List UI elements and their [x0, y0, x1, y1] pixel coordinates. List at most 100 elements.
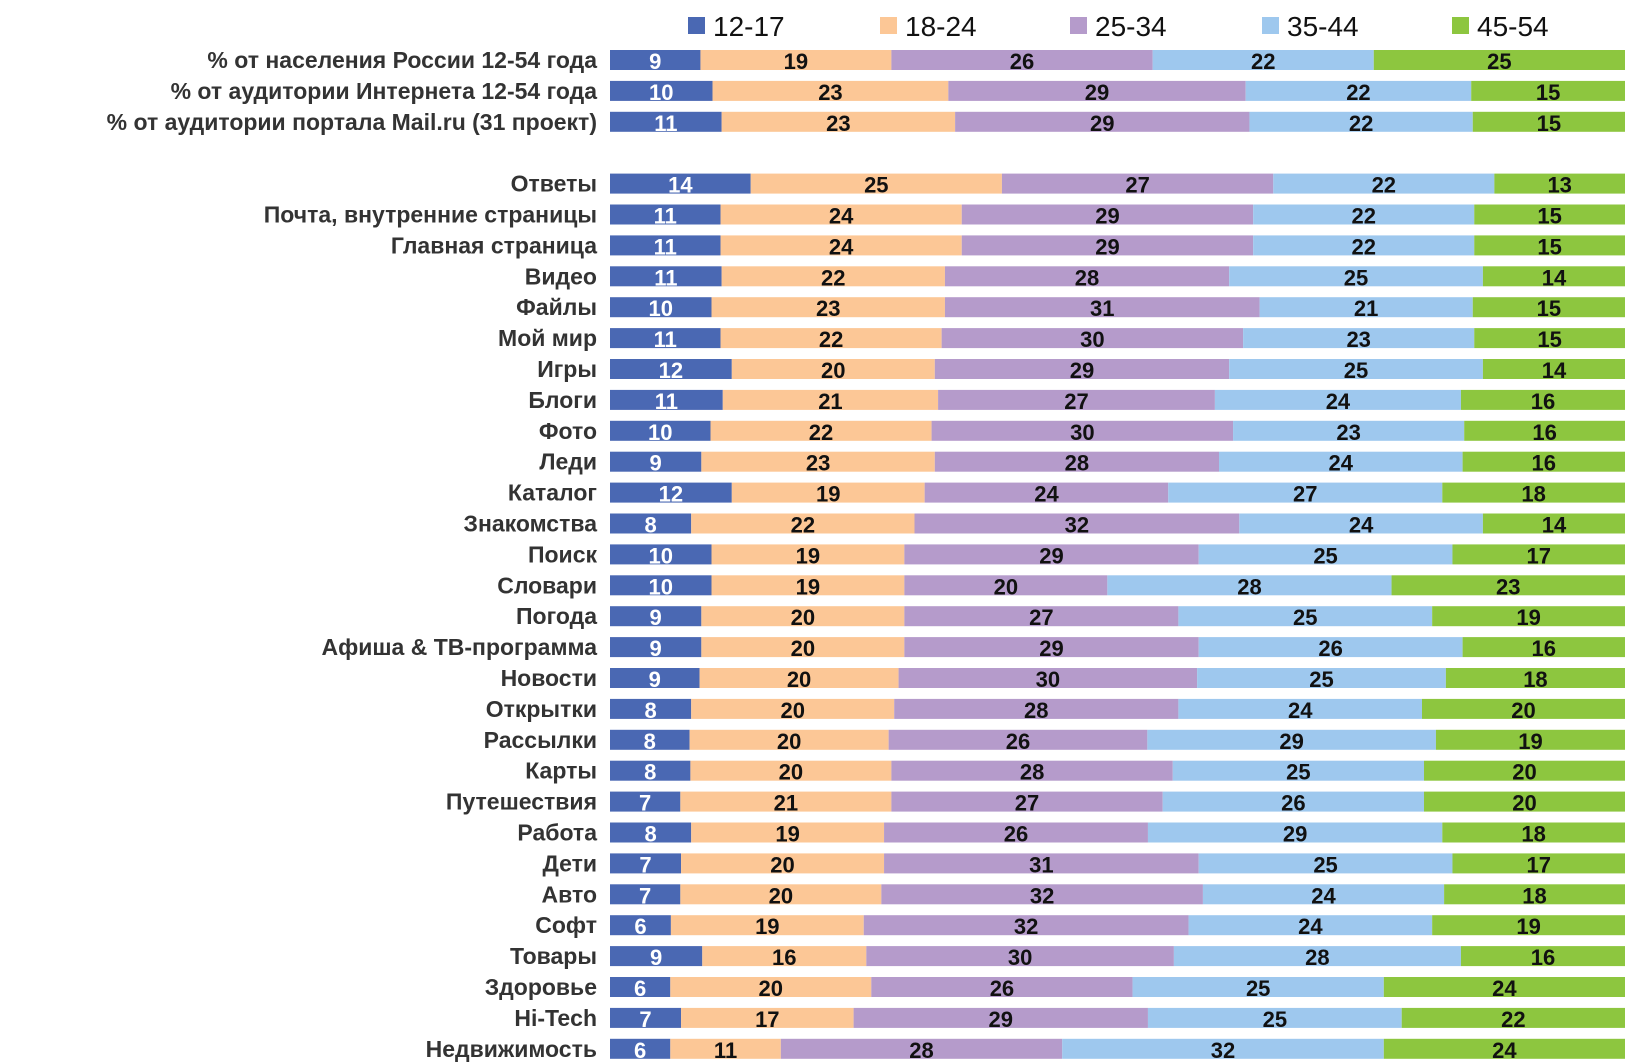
data-label-25-34: 29: [1095, 234, 1119, 259]
data-label-12-17: 8: [644, 698, 656, 723]
data-label-35-44: 26: [1318, 636, 1342, 661]
bar-segment-35-44: [1253, 235, 1475, 256]
legend-swatch-45-54: [1452, 17, 1469, 34]
data-label-25-34: 29: [1070, 358, 1094, 383]
category-label: % от аудитории Интернета 12-54 года: [171, 78, 598, 104]
data-label-25-34: 29: [1085, 80, 1109, 105]
data-label-18-24: 19: [796, 543, 820, 568]
bar-segment-25-34: [891, 760, 1173, 781]
data-label-12-17: 14: [668, 173, 693, 198]
bar-segment-25-34: [1001, 173, 1274, 194]
bar-segment-18-24: [690, 760, 892, 781]
bar-segment-45-54: [1444, 884, 1625, 905]
bar-segment-45-54: [1424, 760, 1625, 781]
bar-segment-35-44: [1178, 698, 1422, 719]
data-label-18-24: 21: [818, 389, 842, 414]
bar-row: 10 23 29 22 15: [610, 80, 1625, 105]
bar-segment-25-34: [955, 111, 1250, 132]
bar-segment-12-17: [610, 822, 692, 843]
bar-segment-18-24: [722, 389, 939, 410]
data-label-45-54: 18: [1521, 822, 1545, 847]
bar-segment-12-17: [610, 328, 721, 349]
bar-segment-45-54: [1482, 266, 1625, 287]
bar-row: 8 22 32 24 14: [610, 513, 1625, 538]
data-label-18-24: 20: [770, 852, 794, 877]
data-label-45-54: 20: [1512, 791, 1536, 816]
data-label-18-24: 20: [777, 729, 801, 754]
bar-row: 6 19 32 24 19: [610, 914, 1625, 939]
category-label: Знакомства: [464, 511, 598, 537]
bar-segment-35-44: [1188, 915, 1433, 936]
bar-segment-35-44: [1273, 173, 1495, 194]
bar-segment-35-44: [1229, 359, 1483, 379]
data-label-12-17: 6: [634, 1038, 646, 1063]
bar-segment-12-17: [610, 111, 722, 132]
bar-segment-45-54: [1474, 235, 1625, 256]
data-label-18-24: 23: [806, 451, 830, 476]
data-label-25-34: 29: [1095, 204, 1119, 229]
bar-row: 9 23 28 24 16: [610, 451, 1625, 476]
bar-row: 11 22 30 23 15: [610, 327, 1625, 352]
data-label-18-24: 22: [791, 513, 815, 538]
data-label-25-34: 28: [1065, 451, 1089, 476]
data-label-25-34: 28: [1020, 760, 1044, 785]
bar-segment-12-17: [610, 80, 713, 101]
data-label-35-44: 25: [1313, 852, 1337, 877]
bar-segment-18-24: [699, 668, 899, 688]
bar-segment-25-34: [894, 698, 1179, 719]
bar-segment-35-44: [1147, 822, 1443, 843]
data-label-12-17: 10: [649, 543, 673, 568]
bar-segment-45-54: [1383, 977, 1625, 997]
data-label-25-34: 26: [1004, 822, 1028, 847]
data-label-12-17: 8: [644, 822, 656, 847]
data-label-12-17: 9: [650, 605, 662, 630]
bar-segment-18-24: [670, 1038, 781, 1059]
category-label: Рассылки: [484, 727, 597, 753]
bar-segment-25-34: [898, 668, 1198, 688]
bar-segment-35-44: [1152, 50, 1374, 70]
bar-segment-12-17: [610, 884, 681, 905]
bar-segment-45-54: [1452, 853, 1625, 874]
data-label-45-54: 19: [1518, 729, 1542, 754]
bar-segment-12-17: [610, 451, 702, 472]
data-label-35-44: 29: [1279, 729, 1303, 754]
data-label-12-17: 12: [659, 482, 683, 507]
bar-segment-18-24: [670, 977, 872, 997]
bar-segment-35-44: [1178, 606, 1433, 627]
bar-segment-25-34: [871, 977, 1133, 997]
bar-segment-12-17: [610, 1038, 671, 1059]
category-label: Мой мир: [498, 325, 597, 351]
bar-segment-18-24: [721, 266, 945, 287]
data-label-18-24: 20: [787, 667, 811, 692]
legend-label-35-44: 35-44: [1287, 11, 1359, 42]
bar-segment-25-34: [888, 729, 1148, 750]
data-label-25-34: 24: [1034, 482, 1059, 507]
data-label-12-17: 7: [639, 852, 651, 877]
data-label-25-34: 31: [1090, 296, 1114, 321]
legend-swatch-12-17: [688, 17, 705, 34]
data-label-45-54: 19: [1516, 605, 1540, 630]
data-label-18-24: 22: [819, 327, 843, 352]
data-label-45-54: 17: [1526, 543, 1550, 568]
data-label-35-44: 25: [1309, 667, 1333, 692]
data-label-25-34: 28: [1075, 265, 1099, 290]
data-label-45-54: 16: [1531, 945, 1555, 970]
bar-segment-45-54: [1462, 451, 1625, 472]
data-label-35-44: 24: [1288, 698, 1313, 723]
data-label-35-44: 22: [1351, 204, 1375, 229]
data-label-35-44: 27: [1293, 482, 1317, 507]
bar-segment-35-44: [1198, 544, 1453, 565]
data-label-25-34: 29: [1090, 111, 1114, 136]
category-label: Новости: [501, 665, 597, 691]
bar-segment-35-44: [1239, 513, 1483, 534]
bar-segment-45-54: [1460, 389, 1625, 410]
data-label-25-34: 27: [1015, 791, 1039, 816]
data-label-18-24: 20: [791, 605, 815, 630]
category-label: Поиск: [528, 541, 598, 567]
category-label: Путешествия: [446, 789, 597, 815]
data-label-45-54: 16: [1532, 420, 1556, 445]
data-label-35-44: 24: [1298, 914, 1323, 939]
data-label-35-44: 28: [1305, 945, 1329, 970]
bar-segment-12-17: [610, 606, 702, 627]
data-label-45-54: 15: [1537, 111, 1561, 136]
